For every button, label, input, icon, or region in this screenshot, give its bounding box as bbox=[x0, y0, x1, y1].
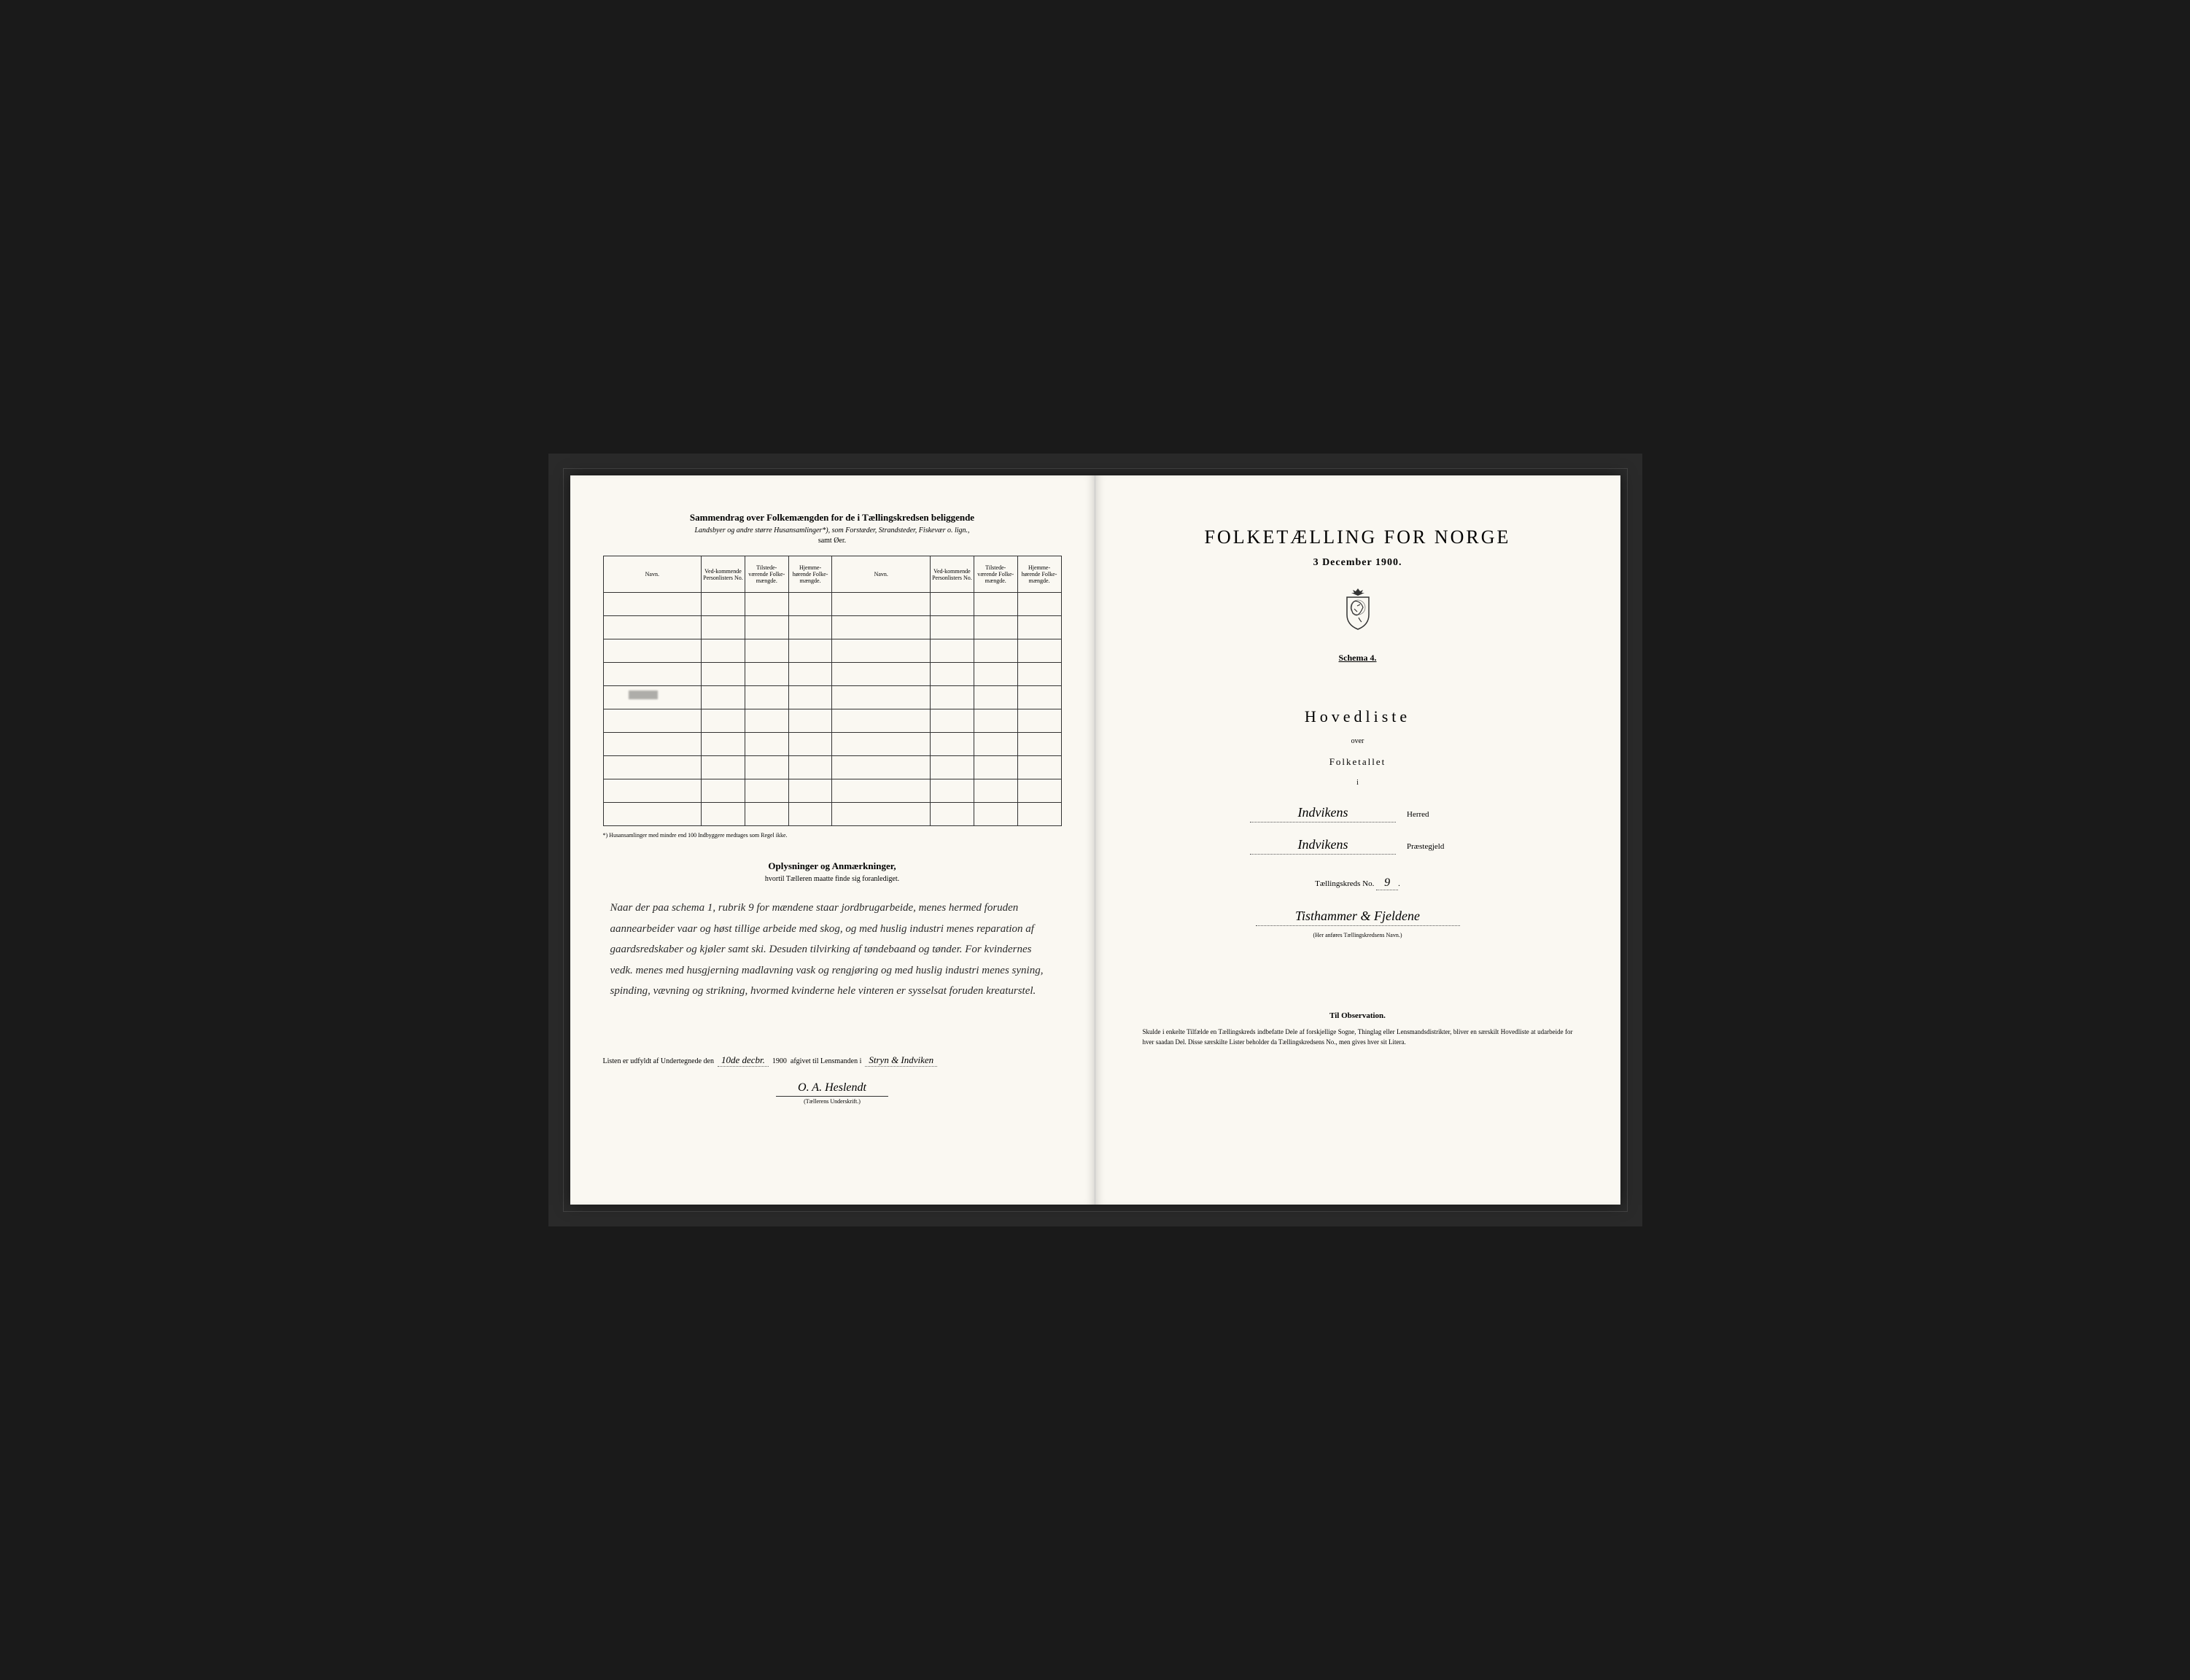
observation-text: Skulde i enkelte Tilfælde en Tællingskre… bbox=[1128, 1027, 1588, 1047]
table-row bbox=[603, 779, 1061, 803]
ink-smudge bbox=[629, 691, 658, 699]
kreds-name-row: Tisthammer & Fjeldene bbox=[1128, 909, 1588, 926]
signature-line: Listen er udfyldt af Undertegnede den 10… bbox=[603, 1054, 1062, 1067]
sig-place: Stryn & Indviken bbox=[865, 1054, 937, 1067]
table-row bbox=[603, 733, 1061, 756]
i-label: i bbox=[1128, 779, 1588, 787]
sig-date: 10de decbr. bbox=[718, 1054, 769, 1067]
signature-label: (Tællerens Underskrift.) bbox=[603, 1098, 1062, 1105]
table-row bbox=[603, 756, 1061, 779]
table-footnote: *) Husansamlinger med mindre end 100 Ind… bbox=[603, 832, 1062, 839]
herred-value: Indvikens bbox=[1250, 805, 1396, 822]
observation-title: Til Observation. bbox=[1128, 1011, 1588, 1020]
herred-row: Indvikens Herred bbox=[1128, 805, 1588, 822]
herred-label: Herred bbox=[1407, 810, 1465, 819]
kreds-number: 9 bbox=[1376, 876, 1398, 890]
table-row bbox=[603, 686, 1061, 709]
main-date: 3 December 1900. bbox=[1128, 557, 1588, 569]
hovedliste-title: Hovedliste bbox=[1128, 707, 1588, 726]
table-row bbox=[603, 663, 1061, 686]
col-navn-1: Navn. bbox=[603, 556, 702, 593]
praeste-label: Præstegjeld bbox=[1407, 842, 1465, 851]
col-vedkommende-2: Ved-kommende Personlisters No. bbox=[931, 556, 974, 593]
kreds-prefix: Tællingskreds No. bbox=[1315, 879, 1374, 888]
ops-title: Oplysninger og Anmærkninger, bbox=[603, 860, 1062, 872]
ops-subtitle: hvortil Tælleren maatte finde sig foranl… bbox=[603, 875, 1062, 883]
coat-of-arms-icon bbox=[1128, 587, 1588, 634]
summary-subtitle2: samt Øer. bbox=[603, 537, 1062, 545]
col-navn-2: Navn. bbox=[832, 556, 931, 593]
col-vedkommende-1: Ved-kommende Personlisters No. bbox=[702, 556, 745, 593]
praeste-row: Indvikens Præstegjeld bbox=[1128, 837, 1588, 855]
main-title: FOLKETÆLLING FOR NORGE bbox=[1128, 526, 1588, 548]
right-page: FOLKETÆLLING FOR NORGE 3 December 1900. … bbox=[1095, 475, 1620, 1205]
col-tilstede-1: Tilstede-værende Folke-mængde. bbox=[745, 556, 788, 593]
sig-prefix: Listen er udfyldt af Undertegnede den bbox=[603, 1057, 714, 1065]
table-row bbox=[603, 616, 1061, 639]
sig-year: 1900 bbox=[772, 1057, 787, 1065]
table-row bbox=[603, 593, 1061, 616]
left-page: Sammendrag over Folkemængden for de i Tæ… bbox=[570, 475, 1095, 1205]
praeste-value: Indvikens bbox=[1250, 837, 1396, 855]
book-spread: Sammendrag over Folkemængden for de i Tæ… bbox=[570, 475, 1620, 1205]
signature-block: O. A. Heslendt (Tællerens Underskrift.) bbox=[603, 1081, 1062, 1105]
sig-mid: afgivet til Lensmanden i bbox=[791, 1057, 861, 1065]
col-tilstede-2: Tilstede-værende Folke-mængde. bbox=[974, 556, 1017, 593]
photo-frame: Sammendrag over Folkemængden for de i Tæ… bbox=[548, 454, 1642, 1226]
summary-table: Navn. Ved-kommende Personlisters No. Til… bbox=[603, 556, 1062, 826]
table-row bbox=[603, 709, 1061, 733]
folketallet-label: Folketallet bbox=[1128, 756, 1588, 768]
col-hjemme-2: Hjemme-hørende Folke-mængde. bbox=[1017, 556, 1061, 593]
over-label: over bbox=[1128, 737, 1588, 745]
kreds-hint: (Her anføres Tællingskredsens Navn.) bbox=[1128, 932, 1588, 938]
summary-table-body bbox=[603, 593, 1061, 826]
kreds-name: Tisthammer & Fjeldene bbox=[1256, 909, 1460, 926]
summary-title: Sammendrag over Folkemængden for de i Tæ… bbox=[603, 512, 1062, 524]
col-hjemme-1: Hjemme-hørende Folke-mængde. bbox=[788, 556, 832, 593]
signature: O. A. Heslendt bbox=[776, 1081, 888, 1097]
kreds-number-row: Tællingskreds No. 9. bbox=[1128, 876, 1588, 890]
summary-subtitle: Landsbyer og andre større Husansamlinger… bbox=[603, 526, 1062, 534]
schema-label: Schema 4. bbox=[1128, 653, 1588, 664]
table-row bbox=[603, 803, 1061, 826]
handwritten-notes: Naar der paa schema 1, rubrik 9 for mænd… bbox=[603, 894, 1062, 1025]
table-row bbox=[603, 639, 1061, 663]
